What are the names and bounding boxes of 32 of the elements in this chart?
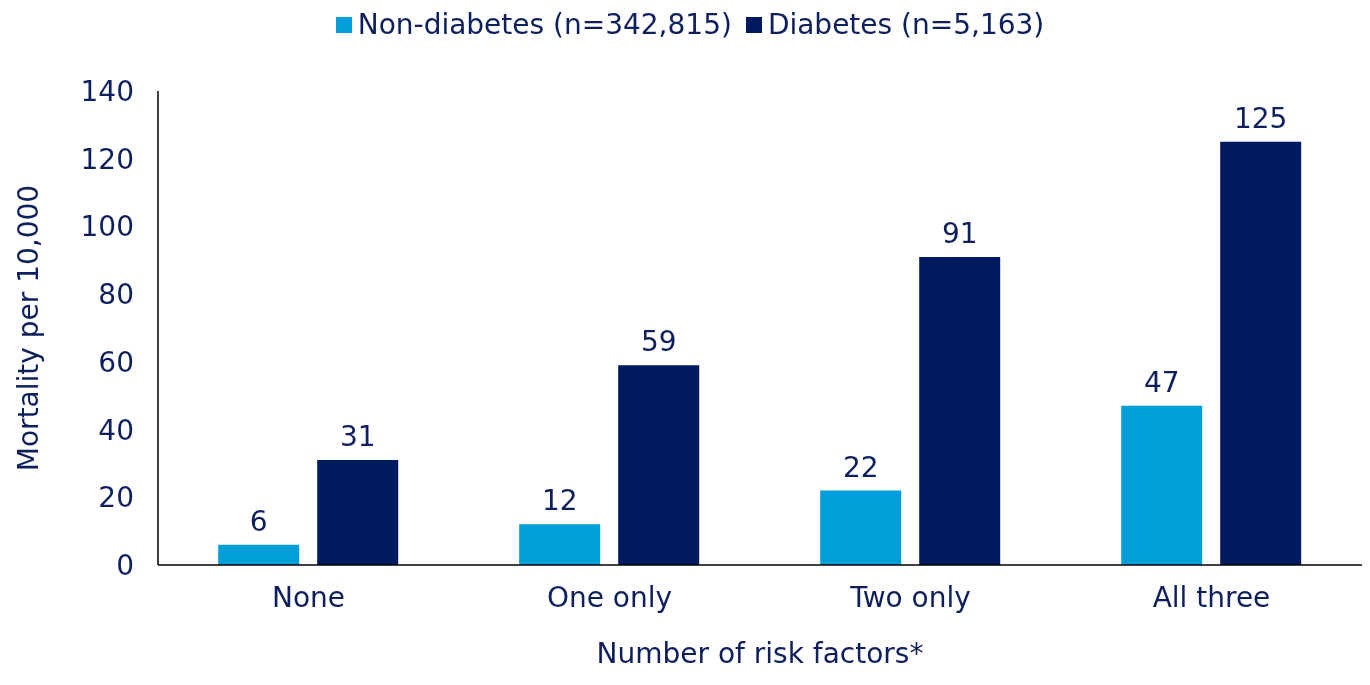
bar [218,544,300,565]
data-label: 22 [842,450,879,484]
x-tick-label: Two only [849,580,971,614]
bar [519,524,601,565]
y-tick-label: 0 [116,548,134,582]
legend-label: Diabetes (n=5,163) [767,8,1045,41]
legend-label: Non-diabetes (n=342,815) [357,8,732,41]
data-label: 91 [941,216,978,250]
data-label: 47 [1143,365,1180,399]
x-tick-label: One only [546,580,673,614]
data-label: 31 [339,420,376,454]
data-label: 12 [541,484,578,518]
y-tick-label: 60 [98,345,134,379]
data-label: 59 [640,325,677,359]
x-tick-label: All three [1152,580,1271,614]
bar [1121,405,1203,565]
y-tick-label: 100 [80,210,134,244]
data-label: 125 [1233,101,1288,135]
x-tick-label: None [271,580,346,614]
bar [618,365,700,565]
bar [1220,141,1302,565]
bar [919,256,1001,565]
y-tick-label: 80 [98,278,134,312]
y-tick-label: 140 [80,74,134,108]
x-axis-title: Number of risk factors* [596,637,924,670]
y-tick-label: 40 [98,413,134,447]
y-tick-label: 20 [98,481,134,515]
y-axis-title: Mortality per 10,000 [11,184,45,472]
bar [317,460,399,565]
y-tick-label: 120 [80,142,134,176]
bar [820,490,902,565]
data-label: 6 [249,504,268,538]
